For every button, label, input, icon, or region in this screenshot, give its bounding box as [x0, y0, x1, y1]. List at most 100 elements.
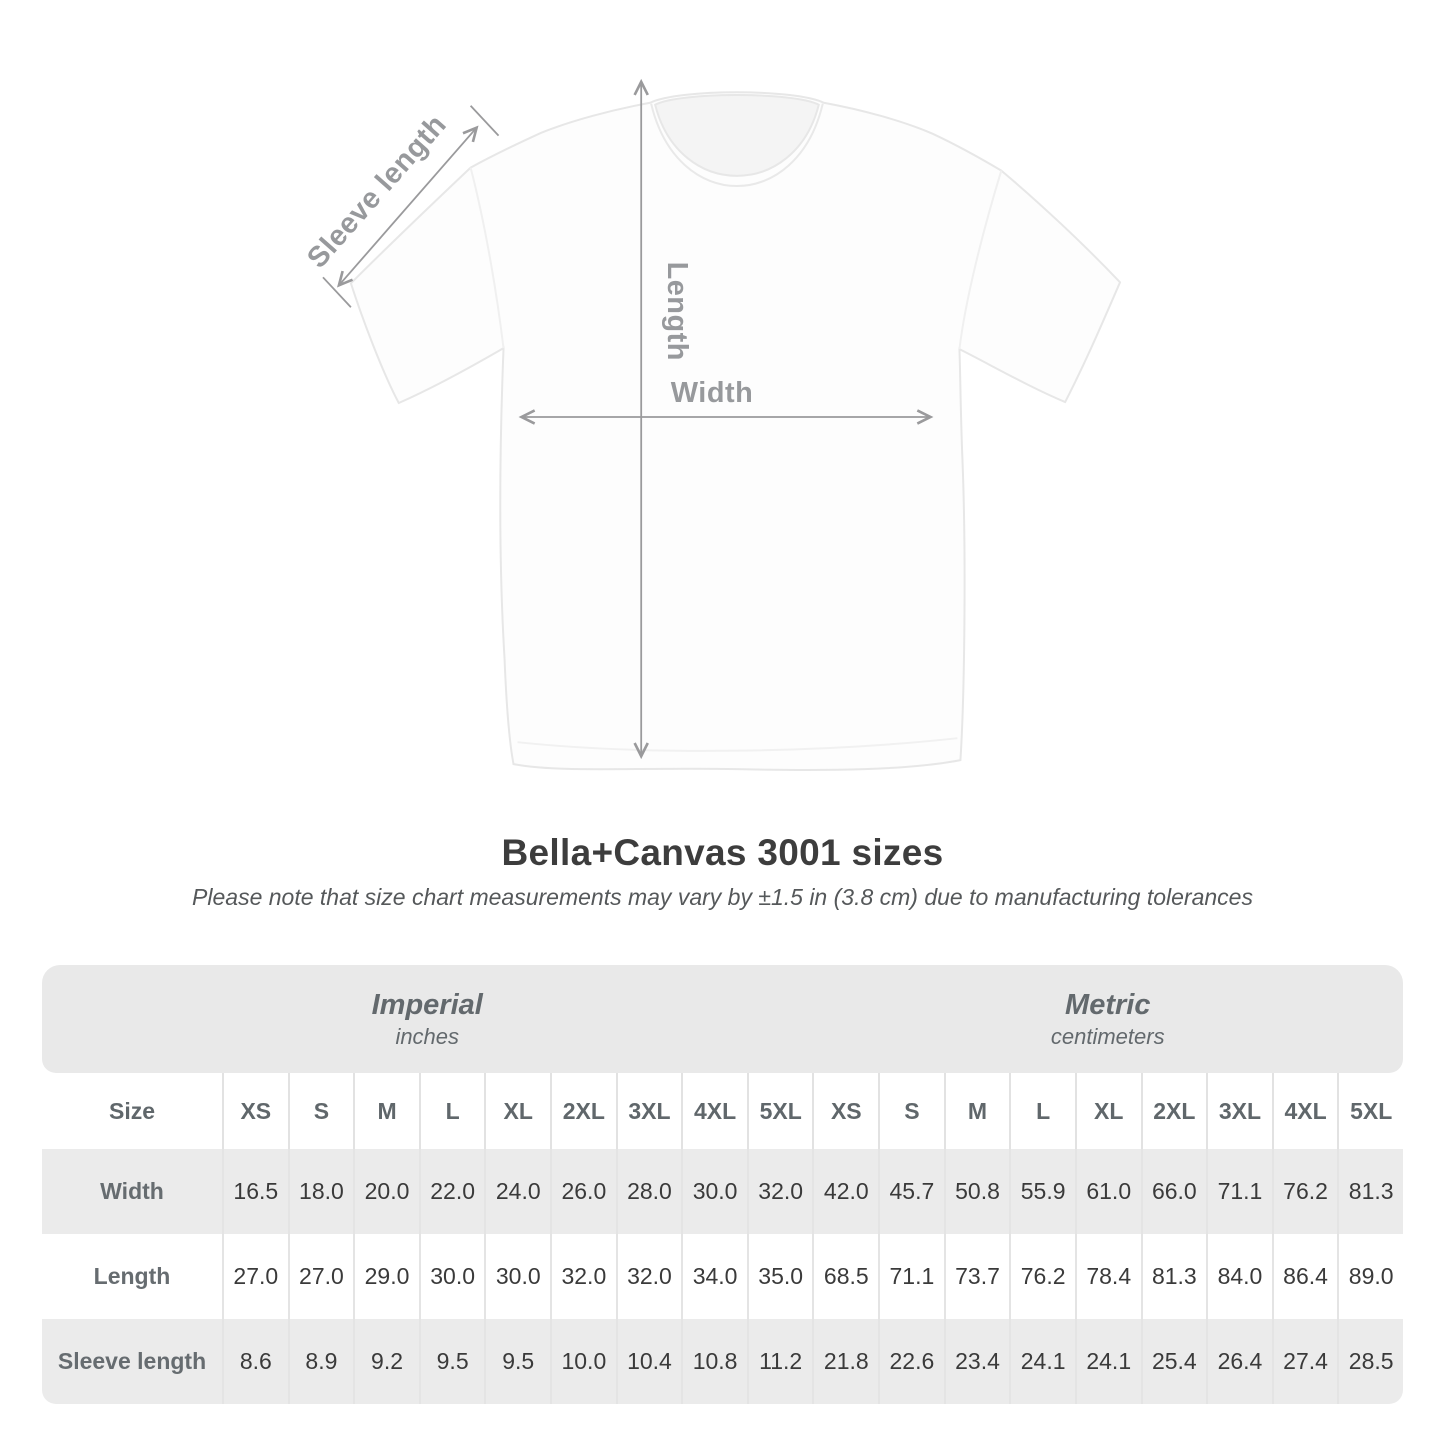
value-cell: 30.0 [484, 1234, 551, 1319]
value-cell: 30.0 [418, 1234, 485, 1319]
value-cell: 8.9 [287, 1319, 354, 1404]
size-header-metric-xs: XS [812, 1073, 879, 1149]
value-cell: 68.5 [812, 1234, 879, 1319]
value-cell: 27.0 [222, 1234, 288, 1319]
size-header-row: Size XS S M L XL 2XL 3XL 4XL 5XL XS S M L XL 2XL 3XL 4XL… [42, 1073, 1403, 1149]
value-cell: 61.0 [1074, 1149, 1141, 1234]
size-header-imperial-5xl: 5XL [746, 1073, 813, 1149]
size-header-metric-4xl: 4XL [1271, 1073, 1338, 1149]
imperial-unit: inches [395, 1023, 460, 1049]
tshirt-collar-seam [650, 103, 824, 187]
tolerance-note: Please note that size chart measurements… [192, 884, 1253, 910]
value-cell: 84.0 [1206, 1234, 1272, 1319]
value-cell: 86.4 [1271, 1234, 1338, 1319]
length-label: Length [661, 262, 693, 361]
sleeve-length-arrow [337, 125, 479, 288]
tshirt-neck-inside [655, 95, 819, 176]
row-label: Length [42, 1234, 222, 1319]
size-chart: Imperial inches Metric centimeters Size … [42, 965, 1403, 1404]
value-cell: 24.1 [1009, 1319, 1075, 1404]
value-cell: 26.4 [1206, 1319, 1272, 1404]
value-cell: 34.0 [681, 1234, 747, 1319]
size-header-imperial-xl: XL [484, 1073, 551, 1149]
imperial-group-header: Imperial inches [42, 965, 813, 1073]
value-cell: 22.6 [878, 1319, 944, 1404]
tshirt-graphic-svg: Sleeve length Length Width [301, 78, 1122, 771]
value-cell: 10.8 [681, 1319, 747, 1404]
size-header-metric-3xl: 3XL [1206, 1073, 1272, 1149]
dimension-arrows [322, 78, 934, 760]
value-cell: 76.2 [1009, 1234, 1075, 1319]
size-header-metric-xl: XL [1074, 1073, 1141, 1149]
value-cell: 42.0 [812, 1149, 879, 1234]
value-cell: 26.0 [550, 1149, 616, 1234]
value-cell: 35.0 [746, 1234, 813, 1319]
page-title: Bella+Canvas 3001 sizes [501, 832, 944, 873]
value-cell: 27.4 [1271, 1319, 1338, 1404]
tshirt-body [349, 91, 1122, 771]
value-cell: 18.0 [287, 1149, 354, 1234]
size-header-imperial-s: S [287, 1073, 354, 1149]
value-cell: 45.7 [878, 1149, 944, 1234]
value-cell: 73.7 [943, 1234, 1010, 1319]
metric-group-header: Metric centimeters [812, 965, 1403, 1073]
size-header-imperial-2xl: 2XL [550, 1073, 616, 1149]
value-cell: 29.0 [353, 1234, 419, 1319]
row-label: Width [42, 1149, 222, 1234]
value-cell: 81.3 [1337, 1149, 1403, 1234]
sleeve-arrow-tick-top [469, 105, 500, 137]
value-cell: 23.4 [943, 1319, 1010, 1404]
value-cell: 89.0 [1337, 1234, 1403, 1319]
value-cell: 21.8 [812, 1319, 879, 1404]
value-cell: 25.4 [1140, 1319, 1207, 1404]
value-cell: 10.4 [615, 1319, 682, 1404]
value-cell: 32.0 [550, 1234, 616, 1319]
imperial-label: Imperial [371, 988, 483, 1021]
size-header-imperial-l: L [418, 1073, 485, 1149]
value-cell: 24.0 [484, 1149, 551, 1234]
value-cell: 9.2 [353, 1319, 419, 1404]
value-cell: 66.0 [1140, 1149, 1207, 1234]
value-cell: 78.4 [1074, 1234, 1141, 1319]
table-row: Width 16.5 18.0 20.0 22.0 24.0 26.0 28.0 30.0 32.… [42, 1149, 1403, 1234]
metric-label: Metric [1065, 988, 1151, 1021]
size-chart-table: Imperial inches Metric centimeters Size … [42, 965, 1403, 1404]
value-cell: 50.8 [943, 1149, 1010, 1234]
value-cell: 9.5 [484, 1319, 551, 1404]
size-header-imperial-xs: XS [222, 1073, 288, 1149]
value-cell: 16.5 [222, 1149, 288, 1234]
size-header-metric-l: L [1009, 1073, 1075, 1149]
value-cell: 11.2 [746, 1319, 813, 1404]
size-header-imperial-4xl: 4XL [681, 1073, 747, 1149]
width-label: Width [671, 377, 754, 409]
value-cell: 22.0 [418, 1149, 485, 1234]
sleeve-arrow-tick-bottom [322, 276, 352, 308]
value-cell: 55.9 [1009, 1149, 1075, 1234]
tshirt-hem-seam [517, 737, 958, 752]
value-cell: 30.0 [681, 1149, 747, 1234]
size-header-metric-2xl: 2XL [1140, 1073, 1207, 1149]
row-label: Sleeve length [42, 1319, 222, 1404]
tshirt-diagram: Sleeve length Length Width [301, 78, 1122, 771]
size-column-header: Size [42, 1073, 222, 1149]
value-cell: 28.0 [615, 1149, 682, 1234]
value-cell: 32.0 [615, 1234, 682, 1319]
unit-group-row: Imperial inches Metric centimeters [42, 965, 1403, 1073]
table-row: Sleeve length 8.6 8.9 9.2 9.5 9.5 10.0 10.4 10.8… [42, 1319, 1403, 1404]
table-row: Length 27.0 27.0 29.0 30.0 30.0 32.0 32.0 34.0 35… [42, 1234, 1403, 1319]
size-header-metric-s: S [878, 1073, 944, 1149]
value-cell: 71.1 [878, 1234, 944, 1319]
value-cell: 8.6 [222, 1319, 288, 1404]
metric-unit: centimeters [1050, 1023, 1165, 1049]
size-header-imperial-3xl: 3XL [615, 1073, 682, 1149]
value-cell: 27.0 [287, 1234, 354, 1319]
tshirt-right-sleeve-seam [958, 170, 1003, 350]
value-cell: 28.5 [1337, 1319, 1403, 1404]
value-cell: 20.0 [353, 1149, 419, 1234]
size-header-imperial-m: M [353, 1073, 419, 1149]
value-cell: 24.1 [1074, 1319, 1141, 1404]
value-cell: 81.3 [1140, 1234, 1207, 1319]
value-cell: 76.2 [1271, 1149, 1338, 1234]
value-cell: 71.1 [1206, 1149, 1272, 1234]
